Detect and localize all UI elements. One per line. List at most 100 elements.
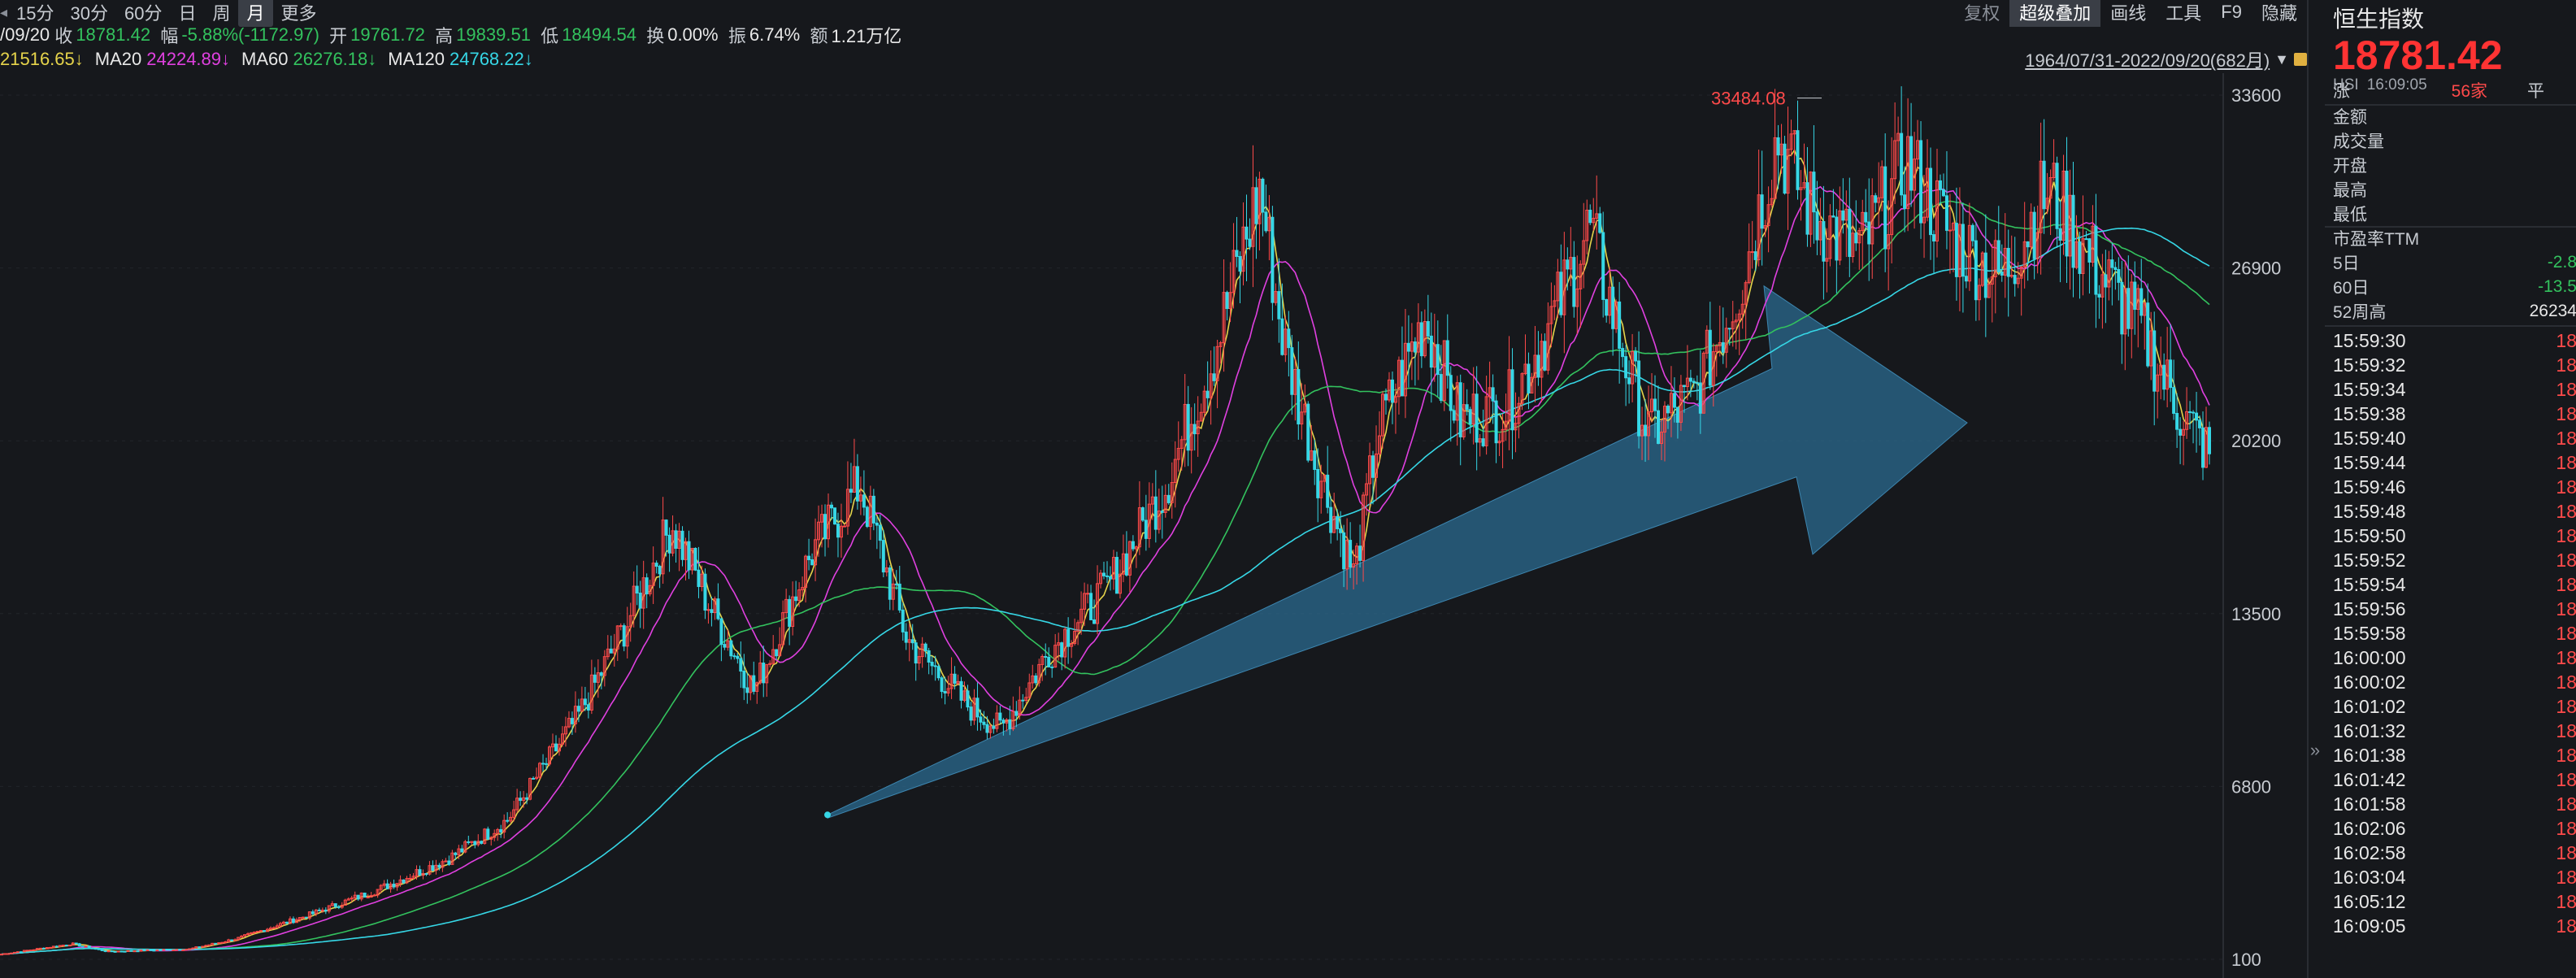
candle-body xyxy=(849,489,853,493)
candle-body xyxy=(314,909,318,915)
collapse-strip[interactable]: » xyxy=(2307,0,2323,978)
candle-body xyxy=(1014,711,1019,716)
candle-body xyxy=(1076,622,1080,632)
period-15min[interactable]: 15分 xyxy=(16,3,54,24)
period-60min[interactable]: 60分 xyxy=(124,3,163,24)
panel-header: 恒生指数 18781.42 HSI 16:09:05 xyxy=(2333,2,2503,94)
candle-body xyxy=(301,916,305,919)
candle-body xyxy=(855,466,859,502)
candle-body xyxy=(839,525,843,538)
candle-body xyxy=(858,494,862,502)
tools-button[interactable]: 工具 xyxy=(2165,3,2202,24)
candle-body xyxy=(100,949,104,951)
candle-body xyxy=(1365,483,1369,496)
candle-body xyxy=(1251,187,1255,247)
candle-body xyxy=(1825,258,1829,262)
candle-body xyxy=(2058,228,2062,241)
adjust-button[interactable]: 复权 xyxy=(1964,3,2000,24)
candle-body xyxy=(395,883,399,888)
draw-line-button[interactable]: 画线 xyxy=(2110,3,2147,24)
candle-body xyxy=(946,688,950,693)
candle-body xyxy=(2052,163,2056,179)
y-tick-label: 13500 xyxy=(2231,604,2281,624)
date-range-selector[interactable]: 1964/07/31-2022/09/20(682月) ▼ xyxy=(2025,47,2307,72)
candle-body xyxy=(2016,277,2020,285)
tick-time: 16:01:32 xyxy=(2333,719,2406,741)
candle-body xyxy=(2104,274,2108,288)
candle-body xyxy=(2029,211,2033,248)
candle-body xyxy=(1504,420,1508,430)
candle-body xyxy=(1228,292,1232,310)
candle-body xyxy=(1380,393,1384,437)
candle-body xyxy=(969,706,973,721)
period-30min[interactable]: 30分 xyxy=(70,3,108,24)
tick-value: 18 xyxy=(2556,646,2576,668)
candle-body xyxy=(2208,427,2212,454)
candle-body xyxy=(1783,143,1787,194)
candle-body xyxy=(1494,400,1498,444)
candle-body xyxy=(1812,172,1816,213)
candle-body xyxy=(522,797,526,802)
candle-body xyxy=(1403,342,1407,397)
candle-body xyxy=(829,504,833,509)
candle-body xyxy=(1916,140,1920,160)
candle-body xyxy=(1290,347,1294,395)
candle-body xyxy=(567,718,571,728)
candle-body xyxy=(1789,133,1793,150)
tick-value: 18 xyxy=(2556,354,2576,376)
tick-time: 15:59:44 xyxy=(2333,451,2406,473)
candle-body xyxy=(907,639,911,643)
candle-body xyxy=(1073,631,1077,645)
candle-body xyxy=(405,878,409,884)
candle-body xyxy=(791,596,795,628)
date-range-text[interactable]: 1964/07/31-2022/09/20(682月) xyxy=(2025,50,2270,71)
candle-body xyxy=(868,495,872,528)
candle-body xyxy=(1760,194,1764,229)
candle-body xyxy=(2110,259,2114,268)
period-more[interactable]: 更多 xyxy=(280,3,317,24)
candlestick-chart[interactable]: 33600 26900 20200 13500 6800 100 33484.08 xyxy=(0,73,2307,978)
candle-body xyxy=(71,942,75,946)
candle-body xyxy=(956,680,960,685)
candle-body xyxy=(320,909,324,911)
period-week[interactable]: 周 xyxy=(212,3,231,24)
tick-row: 15:59:54 18 xyxy=(2333,572,2576,597)
dropdown-icon[interactable]: ▼ xyxy=(2274,50,2289,67)
scroll-left-icon[interactable]: ◂ xyxy=(0,3,8,20)
candle-body xyxy=(304,916,308,919)
candle-body xyxy=(992,725,996,729)
candle-body xyxy=(820,514,824,523)
lock-icon[interactable] xyxy=(2294,53,2307,66)
candle-body xyxy=(1779,143,1783,156)
candle-body xyxy=(447,860,451,865)
period-day[interactable]: 日 xyxy=(178,3,197,24)
period-month[interactable]: 月 xyxy=(238,0,273,27)
f9-button[interactable]: F9 xyxy=(2221,2,2242,22)
low-label: 低 xyxy=(541,26,559,46)
candle-body xyxy=(1935,180,1939,242)
super-overlay-button[interactable]: 超级叠加 xyxy=(2009,0,2101,27)
candle-body xyxy=(1874,195,1878,203)
candle-body xyxy=(599,672,603,676)
candle-body xyxy=(1384,393,1388,401)
hide-button[interactable]: 隐藏 xyxy=(2261,3,2297,24)
candle-body xyxy=(1264,211,1268,232)
candle-body xyxy=(103,950,107,952)
candle-body xyxy=(113,950,117,953)
candle-body xyxy=(385,883,389,889)
tick-row: 16:01:38 18 xyxy=(2333,743,2576,767)
candle-body xyxy=(615,625,619,650)
panel-divider xyxy=(2325,226,2576,228)
tick-value: 18 xyxy=(2556,744,2576,766)
candle-body xyxy=(1468,409,1472,425)
candle-body xyxy=(602,656,606,676)
expand-icon[interactable]: » xyxy=(2309,740,2321,760)
candle-body xyxy=(1339,528,1343,533)
candle-body xyxy=(1647,411,1651,437)
candle-body xyxy=(794,596,798,602)
candle-body xyxy=(557,743,561,752)
candle-body xyxy=(706,609,710,611)
candle-body xyxy=(1390,379,1394,403)
candle-body xyxy=(372,894,376,897)
candle-body xyxy=(246,932,250,936)
